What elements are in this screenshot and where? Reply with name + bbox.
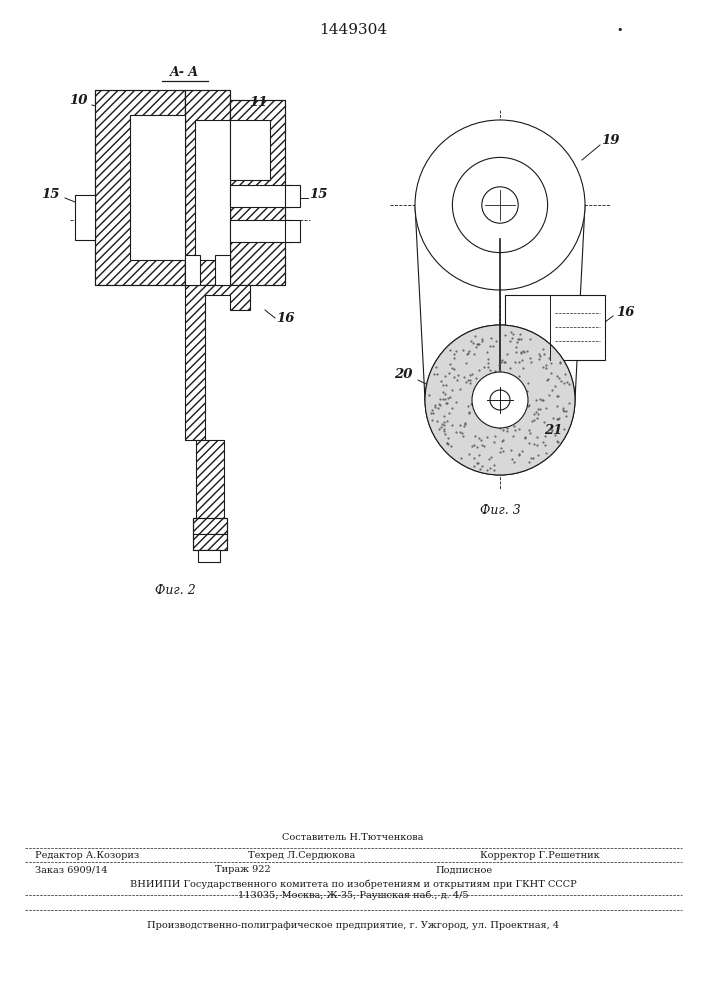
- Text: 21: 21: [544, 424, 562, 436]
- Bar: [193, 518, 227, 534]
- Circle shape: [425, 325, 575, 475]
- Text: 15: 15: [309, 188, 327, 202]
- Bar: [185, 90, 230, 285]
- Bar: [230, 120, 270, 180]
- Bar: [230, 100, 285, 285]
- Text: Редактор А.Козориз: Редактор А.Козориз: [35, 850, 139, 859]
- Bar: [95, 90, 185, 285]
- Text: 11: 11: [249, 97, 267, 109]
- Text: 10: 10: [69, 94, 87, 106]
- Text: ВНИИПИ Государственного комитета по изобретениям и открытиям при ГКНТ СССР: ВНИИПИ Государственного комитета по изоб…: [129, 879, 576, 889]
- Bar: [130, 115, 185, 260]
- Bar: [230, 100, 285, 285]
- Bar: [195, 120, 230, 260]
- Polygon shape: [185, 285, 250, 440]
- Text: Фиг. 3: Фиг. 3: [479, 504, 520, 516]
- Bar: [196, 440, 224, 520]
- Circle shape: [415, 120, 585, 290]
- Bar: [285, 220, 300, 242]
- Bar: [185, 90, 230, 285]
- Text: 19: 19: [601, 133, 619, 146]
- Bar: [75, 195, 95, 240]
- Text: 15: 15: [41, 188, 59, 202]
- Bar: [230, 220, 290, 242]
- Text: 16: 16: [616, 306, 634, 320]
- Text: •: •: [617, 25, 624, 35]
- Text: Корректор Г.Решетник: Корректор Г.Решетник: [480, 850, 600, 859]
- Text: A- A: A- A: [170, 66, 199, 80]
- Text: Тираж 922: Тираж 922: [215, 865, 271, 874]
- Bar: [285, 185, 300, 207]
- Bar: [230, 185, 290, 207]
- Text: Фиг. 2: Фиг. 2: [155, 584, 195, 596]
- Text: Составитель Н.Тютченкова: Составитель Н.Тютченкова: [282, 834, 423, 842]
- Text: 20: 20: [394, 368, 412, 381]
- Bar: [505, 295, 605, 360]
- Circle shape: [490, 390, 510, 410]
- Text: Подписное: Подписное: [435, 865, 492, 874]
- Text: 113035, Москва, Ж-35, Раушская наб., д. 4/5: 113035, Москва, Ж-35, Раушская наб., д. …: [238, 890, 468, 900]
- Circle shape: [472, 372, 528, 428]
- Bar: [95, 90, 185, 285]
- Polygon shape: [425, 325, 575, 475]
- Circle shape: [452, 157, 548, 253]
- Bar: [215, 255, 230, 285]
- Bar: [198, 550, 220, 562]
- Bar: [193, 534, 227, 550]
- Text: 1449304: 1449304: [319, 23, 387, 37]
- Text: Заказ 6909/14: Заказ 6909/14: [35, 865, 107, 874]
- Text: Производственно-полиграфическое предприятие, г. Ужгород, ул. Проектная, 4: Производственно-полиграфическое предприя…: [147, 920, 559, 930]
- Bar: [193, 518, 227, 550]
- Text: Техред Л.Сердюкова: Техред Л.Сердюкова: [248, 850, 355, 859]
- Bar: [185, 255, 200, 285]
- Text: 16: 16: [276, 312, 294, 324]
- Circle shape: [481, 187, 518, 223]
